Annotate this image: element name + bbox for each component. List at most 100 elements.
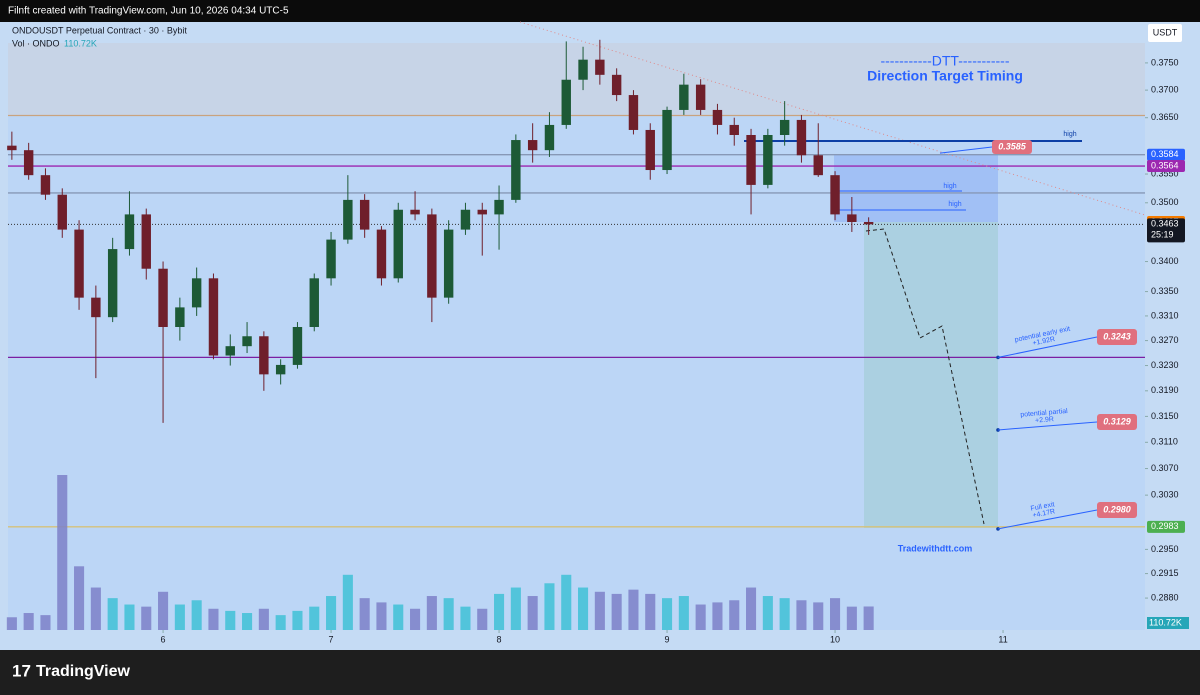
- candle-body: [561, 79, 571, 125]
- candle-body: [611, 74, 622, 96]
- price-label-box: [1147, 218, 1185, 243]
- candle-body: [813, 155, 823, 176]
- x-tick-label: 6: [161, 634, 166, 644]
- y-tick-label: 0.3190: [1151, 385, 1179, 395]
- volume-bar: [628, 589, 639, 630]
- candle-body: [578, 59, 588, 80]
- target-price: 0.3129: [1103, 416, 1131, 426]
- volume-axis-label: 110.72K: [1149, 617, 1182, 627]
- candle-body: [662, 109, 672, 171]
- footer-bar: [0, 650, 1200, 695]
- target-text: potential partial: [1020, 408, 1068, 419]
- candle-body: [343, 199, 353, 240]
- y-tick-label: 0.3310: [1151, 310, 1179, 320]
- volume-bar: [393, 604, 404, 630]
- volume-bar: [645, 593, 656, 630]
- candle-body: [695, 84, 706, 110]
- target-r: +1.92R: [1032, 336, 1056, 347]
- target-note: potential partial+2.9R: [1020, 408, 1068, 425]
- volume-bar: [275, 615, 286, 630]
- target-text: Full exit: [1030, 501, 1055, 512]
- candle-body: [544, 124, 555, 151]
- volume-bar: [611, 593, 622, 630]
- candle-body: [74, 229, 84, 298]
- currency-box: [1148, 24, 1182, 42]
- candle-body: [91, 297, 101, 318]
- y-tick-label: 0.2950: [1151, 544, 1179, 554]
- target-box: [1097, 502, 1137, 518]
- volume-bar: [23, 613, 34, 630]
- volume-bar: [695, 604, 706, 630]
- volume-bar: [174, 604, 185, 630]
- target-leader: [997, 421, 1098, 431]
- volume-bar: [292, 610, 303, 630]
- volume-bar: [863, 606, 874, 630]
- candle-body: [141, 214, 151, 269]
- candle-body: [595, 59, 605, 75]
- y-tick-label: 0.3350: [1151, 286, 1179, 296]
- x-tick-label: 11: [998, 634, 1007, 644]
- volume-bar: [141, 606, 152, 630]
- volume-bar: [6, 617, 17, 630]
- y-tick-label: 0.3700: [1151, 84, 1179, 94]
- risk-zone: [834, 154, 998, 222]
- candle-body: [628, 95, 639, 130]
- y-tick-label: 0.3400: [1151, 256, 1179, 266]
- candle-body: [460, 209, 471, 230]
- y-tick-label: 0.3030: [1151, 490, 1179, 500]
- target-box: [1097, 329, 1137, 345]
- volume-bar: [443, 598, 454, 630]
- y-tick-label: 0.3230: [1151, 360, 1179, 370]
- target-price: 0.3585: [998, 141, 1027, 151]
- volume-bar: [510, 587, 521, 630]
- volume-bar: [712, 602, 723, 630]
- volume-value: 110.72K: [64, 38, 97, 48]
- high-label: high: [1063, 131, 1076, 138]
- y-tick-label: 0.3110: [1151, 437, 1178, 447]
- volume-bar: [662, 598, 673, 630]
- attribution: Filnft created with TradingView.com, Jun…: [8, 6, 289, 17]
- candle-body: [847, 214, 857, 222]
- projected-path: [865, 228, 985, 525]
- symbol-title: ONDOUSDT Perpetual Contract · 30 · Bybit: [12, 25, 187, 35]
- x-tick-label: 10: [830, 634, 840, 644]
- price-label-box: [1147, 520, 1185, 533]
- candle-body: [208, 278, 219, 356]
- volume-bar: [762, 596, 773, 630]
- candle-body: [259, 336, 269, 375]
- volume-bar: [678, 596, 689, 630]
- candle-body: [830, 175, 840, 215]
- volume-bar: [208, 608, 219, 630]
- volume-bar: [494, 593, 505, 630]
- volume-bar: [544, 583, 555, 630]
- candle-body: [477, 209, 487, 215]
- target-note: Full exit+4.17R: [1030, 501, 1056, 519]
- candle-body: [645, 129, 655, 171]
- candle-body: [242, 336, 252, 347]
- high-label: high: [943, 183, 956, 190]
- volume-bar: [729, 600, 740, 630]
- candle-body: [511, 140, 521, 200]
- candle-body: [40, 175, 51, 195]
- candle-body: [292, 326, 303, 365]
- volume-bar: [477, 608, 488, 630]
- candle-body: [7, 145, 17, 151]
- target-price: 0.2980: [1103, 504, 1131, 514]
- target-box: [1097, 414, 1137, 430]
- volume-label-box: [1147, 617, 1189, 629]
- price-label: 0.3463: [1151, 219, 1179, 229]
- volume-bar: [460, 606, 471, 630]
- logo-mark: 17: [12, 661, 31, 680]
- volume-bar: [779, 598, 790, 630]
- volume-bar: [158, 591, 169, 630]
- volume-bar: [242, 613, 253, 630]
- price-label: 0.2983: [1151, 521, 1179, 531]
- watermark: Tradewithdtt.com: [898, 543, 973, 553]
- candle-body: [326, 239, 336, 279]
- candle-body: [175, 307, 185, 327]
- target-r: +4.17R: [1032, 508, 1056, 519]
- candle-body: [679, 84, 689, 110]
- candle-body: [796, 119, 807, 156]
- candle-body: [863, 221, 874, 225]
